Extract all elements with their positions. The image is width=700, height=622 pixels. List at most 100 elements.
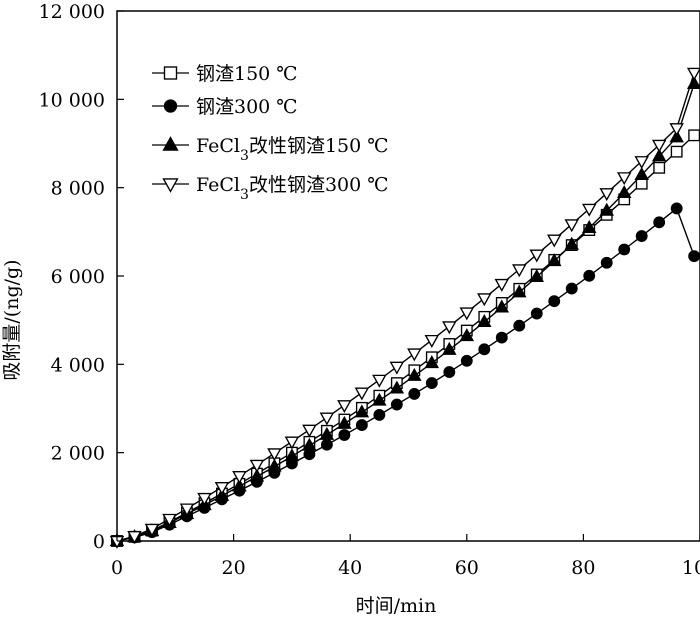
legend-item: 钢渣300 ℃ [152,96,298,118]
series-4-point-triangle-down-marker [442,321,457,335]
series-4-point-triangle-down-marker [284,436,300,450]
series-4-point-triangle-down-marker [424,334,440,348]
series-4-point-triangle-down-marker [494,278,510,292]
series-4-point-triangle-down-marker [197,492,212,506]
series-4-point-triangle-down-marker [354,387,370,401]
legend-circle-marker [163,99,178,113]
y-tick-label: 0 [93,531,105,553]
legend-triangle-down-marker [162,178,179,193]
y-axis-title: 吸附量/(ng/g) [1,259,23,380]
y-axis: 0 2 000 4 000 6 000 8 000 10 000 12 000 [39,1,124,553]
series-4-point-triangle-down-marker [249,459,265,473]
y-tick-label: 12 000 [39,1,105,23]
series-1-point-square-marker [635,177,648,190]
series-3-point-triangle-up-marker [599,202,614,216]
y-tick-label: 6 000 [51,266,105,288]
series-2-point-circle-marker [600,256,613,269]
series-3-point-triangle-up-marker [354,404,370,418]
series-4-point-triangle-down-marker [529,249,544,263]
series-3-point-triangle-up-marker [669,129,684,143]
series-3-point-triangle-up-marker [564,236,579,250]
series-3-point-triangle-up-marker [302,437,317,451]
series-2-point-circle-marker [373,408,386,421]
x-tick-label: 40 [338,557,362,579]
x-tick-label: 0 [111,557,123,579]
series-3-point-triangle-up-marker [512,284,527,298]
series-3-point-triangle-up-marker [494,299,510,313]
series-2-point-circle-marker [653,216,666,229]
series-4-point-triangle-down-marker [686,67,700,81]
plot-area [109,10,700,549]
series-4-point-triangle-down-marker [319,412,335,426]
series-3-point-triangle-up-marker [634,166,649,180]
series-2-point-circle-marker [320,438,333,451]
x-tick-label: 80 [571,557,595,579]
series-2-point-circle-marker [530,307,543,320]
series-4-point-triangle-down-marker [389,361,405,375]
series-2-point-circle-marker [565,282,578,295]
series-2-line [116,207,695,542]
legend-item: FeCl3改性钢渣150 ℃ [152,135,389,164]
series-3-point-triangle-up-marker [442,341,457,355]
series-3-point-triangle-up-marker [459,328,475,342]
series-3-point-triangle-up-marker [337,415,352,429]
y-tick-label: 10 000 [39,89,105,111]
series-4-point-triangle-down-marker [477,293,492,307]
series-4-point-triangle-down-marker [547,234,562,248]
x-axis-title: 时间/min [356,595,437,617]
series-4-point-triangle-down-marker [179,503,195,517]
series-1-line [116,134,695,542]
series-3-point-triangle-up-marker [547,253,562,267]
legend-triangle-up-marker [162,136,179,151]
series-4-point-triangle-down-marker [127,531,142,545]
legend-label: 钢渣150 ℃ [196,63,298,85]
series-2-point-circle-marker [390,398,403,411]
y-tick-label: 2 000 [51,443,105,465]
series-4-point-triangle-down-marker [372,374,387,388]
series-2-point-circle-marker [635,230,648,242]
series-3-point-triangle-up-marker [407,367,422,381]
series-3-point-triangle-up-marker [372,392,387,406]
series-4 [109,67,700,549]
series-3-point-triangle-up-marker [267,458,282,472]
series-2-point-circle-marker [443,366,456,378]
series-3-point-triangle-up-marker [477,314,492,328]
series-4-point-triangle-down-marker [599,188,614,202]
series-3-point-triangle-up-marker [581,219,597,233]
series-4-point-triangle-down-marker [407,348,422,362]
series-3-point-triangle-up-marker [284,448,300,462]
series-2-point-circle-marker [408,387,421,400]
legend-label: FeCl3改性钢渣150 ℃ [196,135,389,164]
legend-label: 钢渣300 ℃ [196,96,298,118]
series-3-point-triangle-up-marker [616,185,632,199]
series-4-point-triangle-down-marker [267,448,282,462]
series-2-point-circle-marker [338,429,351,441]
series-4-line [116,72,695,542]
series-1-point-square-marker [653,161,666,174]
series-4-point-triangle-down-marker [564,219,579,233]
series-4-point-triangle-down-marker [232,470,247,484]
series-4-point-triangle-down-marker [634,156,649,170]
series-4-point-triangle-down-marker [581,203,597,217]
series-4-point-triangle-down-marker [214,482,230,496]
series-1-point-square-marker [688,129,700,142]
series-2-point-circle-marker [670,202,683,215]
x-tick-label: 100 [682,557,700,579]
series-2-point-circle-marker [495,331,508,344]
y-tick-label: 4 000 [51,354,105,376]
series-4-point-triangle-down-marker [144,523,160,537]
series-1-point-square-marker [670,145,683,158]
legend-item: 钢渣150 ℃ [152,63,298,85]
series-3-point-triangle-up-marker [232,478,247,492]
legend-square-marker [163,66,178,80]
series-2-point-circle-marker [548,295,561,308]
series-2-point-circle-marker [618,243,631,256]
series-3-point-triangle-up-marker [389,380,405,394]
series-4-point-triangle-down-marker [302,424,317,438]
series-3 [109,75,700,547]
series-2-point-circle-marker [583,269,596,282]
series-3-point-triangle-up-marker [424,355,440,369]
series-4-point-triangle-down-marker [337,400,352,414]
y-tick-label: 8 000 [51,178,105,200]
